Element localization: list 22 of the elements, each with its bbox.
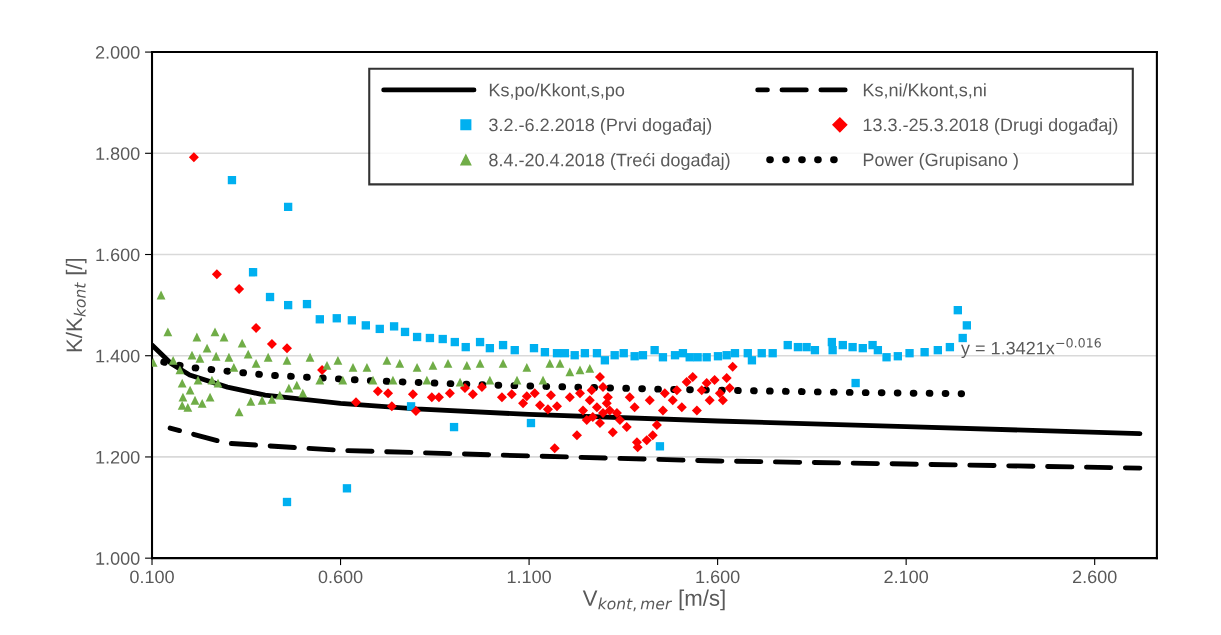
legend-label: Power (Grupisano ) (863, 152, 1018, 170)
line-series (167, 425, 1143, 471)
x-tick-label: 0.600 (318, 570, 363, 584)
x-tick-label: 2.600 (1073, 570, 1117, 584)
y-tick-label: 1.800 (96, 147, 140, 161)
y-axis-title: K/K$_{kont}$ [/] (65, 258, 87, 352)
y-tick-label: 2.000 (95, 46, 140, 59)
x-tick-label: 1.600 (696, 570, 740, 584)
legend-label: 3.2.-6.2.2018 (Prvi događaj) (489, 118, 712, 135)
y-tick-label: 1.000 (96, 552, 140, 565)
x-tick-label: 0.100 (130, 570, 174, 584)
x-axis-title: V$_{kont,mer}$ [m/s] (582, 589, 725, 612)
y-tick-label: 1.200 (96, 450, 140, 464)
legend-label: 13.3.-25.3.2018 (Drugi događaj) (863, 118, 1118, 135)
x-tick-label: 2.100 (884, 570, 929, 584)
legend-label: 8.4.-20.4.2018 (Treći događaj) (489, 152, 730, 170)
annotation: y = 1.3421x$^{−0.016}$ (960, 338, 1101, 359)
legend-label: Ks,po/Kkont,s,po (489, 83, 625, 100)
x-tick-label: 1.100 (507, 570, 551, 584)
legend-label: Ks,ni/Kkont,s,ni (863, 83, 986, 99)
y-tick-label: 1.600 (96, 248, 140, 262)
y-tick-label: 1.400 (96, 349, 140, 363)
